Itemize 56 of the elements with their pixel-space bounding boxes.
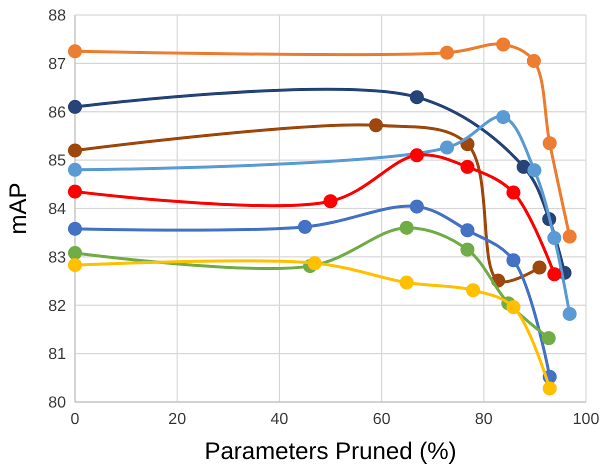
point [496,38,510,52]
point [440,46,454,60]
x-tick-label: 80 [474,411,493,428]
x-tick-label: 100 [572,411,600,428]
point [526,54,541,68]
y-axis-title: mAP [5,182,32,235]
y-tick-label: 80 [48,394,66,412]
point [410,148,424,162]
point [506,186,520,200]
point [562,230,577,244]
point [460,223,474,238]
point [466,283,480,298]
point [68,246,82,260]
point [68,162,82,177]
point [68,100,82,114]
point [496,110,510,124]
point [542,136,557,150]
point [400,220,414,235]
y-tick-label: 84 [48,201,66,218]
point [68,44,82,58]
point [542,381,557,396]
point [542,331,556,346]
y-tick-label: 82 [48,298,66,315]
point [324,194,338,208]
point [562,306,577,321]
point [410,200,424,214]
point [68,184,82,199]
y-tick-label: 88 [48,8,66,25]
point [506,253,520,268]
point [516,160,531,174]
point [68,258,82,272]
point [298,220,312,234]
point [308,256,322,270]
x-tick-label: 60 [372,411,391,428]
point [440,140,454,155]
point [547,267,562,282]
point [460,242,474,257]
y-tick-label: 87 [48,56,66,73]
y-tick-label: 83 [48,249,66,266]
y-tick-label: 85 [48,152,66,170]
point [532,260,546,275]
point [410,90,424,104]
point [506,300,520,314]
point [68,222,82,236]
point [527,163,542,178]
x-tick-label: 20 [168,411,186,428]
point [368,118,383,132]
x-axis-title: Parameters Pruned (%) [204,438,457,465]
y-tick-label: 86 [48,104,66,122]
point [68,143,82,158]
point [460,160,474,174]
x-tick-label: 0 [70,411,80,428]
point [400,276,414,290]
y-tick-label: 81 [48,346,66,364]
x-tick-label: 40 [270,411,288,428]
point [547,231,562,246]
